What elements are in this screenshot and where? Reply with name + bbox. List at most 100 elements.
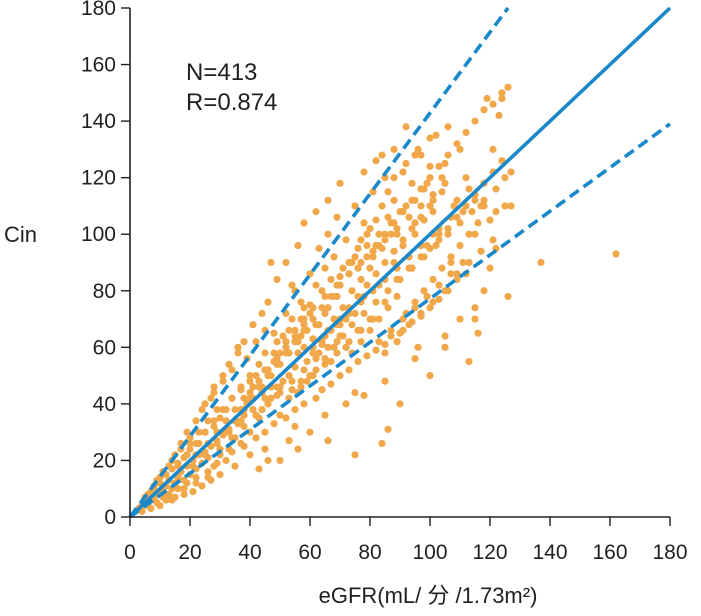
data-point [333,338,341,346]
data-point [237,383,245,391]
data-point [234,349,242,357]
data-point [276,456,284,465]
data-point [189,487,197,496]
data-point [468,208,476,216]
data-point [402,202,410,210]
data-point [378,151,386,159]
data-point [435,162,443,170]
data-point [435,281,443,289]
data-point [270,329,278,337]
data-point [612,250,620,258]
data-point [300,326,308,334]
data-point [336,179,344,187]
data-point [414,343,422,351]
data-point [249,383,257,391]
data-point [384,188,392,196]
data-point [336,332,344,340]
data-point [315,244,323,252]
data-point [228,448,236,456]
data-point [357,258,365,267]
data-point [486,264,494,272]
data-point [303,377,311,385]
data-point [423,241,431,250]
data-point [324,230,332,238]
data-point [357,236,365,244]
data-point [471,230,479,238]
data-point [201,428,209,436]
data-points [135,83,620,515]
data-point [231,462,239,470]
data-point [492,185,500,193]
data-point [219,405,227,414]
data-point [180,485,188,493]
data-point [444,224,452,233]
data-point [192,479,200,487]
y-tick-label: 40 [93,393,116,416]
y-tick-labels: 0 20 40 60 80 100 120 140 160 180 [81,0,116,529]
data-point [411,151,419,159]
data-point [426,372,434,380]
data-point [261,445,269,453]
data-point [282,349,290,357]
data-point [399,315,407,323]
data-point [348,258,356,267]
data-point [300,304,308,312]
data-point [408,224,416,233]
data-point [315,321,323,329]
data-point [408,264,416,272]
data-point [279,377,287,385]
data-point [417,151,425,159]
data-point [441,332,449,340]
data-point [420,253,428,261]
data-point [309,315,317,323]
data-point [333,213,341,221]
data-point [240,442,248,450]
data-point [354,357,362,366]
data-point [498,94,506,103]
data-point [363,352,371,360]
x-tick-label: 40 [238,541,261,564]
data-point [345,338,353,346]
data-point [474,219,482,227]
data-point [390,145,398,153]
data-point [183,428,191,436]
data-point [198,482,206,490]
data-point [219,377,227,385]
x-axis-label: eGFR(mL/ 分 /1.73m²) [319,583,538,608]
data-point [216,470,224,479]
data-point [186,439,194,448]
data-point [255,383,263,391]
data-point [360,168,368,176]
x-tick-label: 180 [652,541,687,564]
data-point [381,377,389,385]
data-point [324,304,332,312]
data-point [444,151,452,159]
data-point [477,202,485,210]
data-point [327,357,335,366]
x-tick-label: 120 [472,541,507,564]
data-point [213,439,221,448]
data-point [321,360,329,368]
data-point [273,338,281,346]
data-point [225,360,233,368]
data-point [225,428,233,436]
data-point [351,388,359,397]
data-point [228,394,236,402]
data-point [402,123,410,131]
data-point [231,405,239,414]
data-point [357,326,365,334]
data-point [309,372,317,380]
data-point [507,168,515,176]
data-point [255,360,263,368]
data-point [396,400,404,408]
data-point [351,253,359,261]
data-point [432,131,440,139]
data-point [198,405,206,414]
data-point [411,355,419,363]
data-point [441,287,449,295]
data-point [372,346,380,354]
data-point [156,502,164,510]
data-point [384,213,392,221]
data-point [246,377,254,385]
data-point [429,275,437,284]
